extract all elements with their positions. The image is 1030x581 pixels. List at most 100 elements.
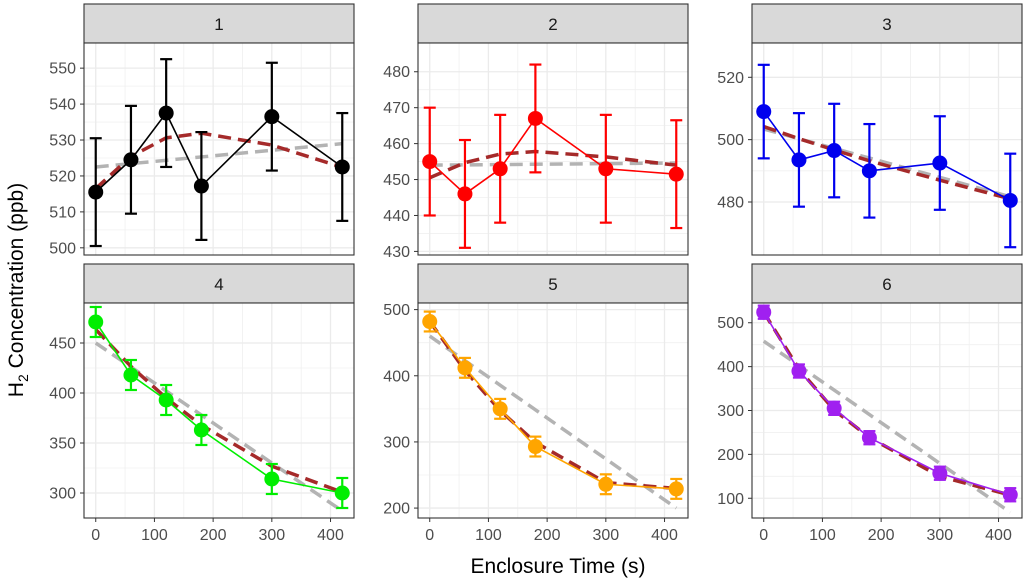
x-axis-title: Enclosure Time (s) <box>470 555 645 578</box>
y-tick-label: 520 <box>717 70 744 87</box>
data-line <box>429 321 677 490</box>
data-point <box>527 110 543 126</box>
panel-1: 1 500 510 520 530 540 550 <box>49 3 355 257</box>
panel-strip <box>83 3 355 44</box>
x-tick-label: 100 <box>809 527 836 544</box>
data-point <box>193 422 209 438</box>
data-line <box>95 321 343 494</box>
y-axis-title: H2 Concentration (ppb) <box>5 183 31 397</box>
y-tick-label: 200 <box>717 447 744 464</box>
data-point <box>756 304 772 320</box>
y-tick-label: 510 <box>49 204 76 221</box>
panel-strip-label: 3 <box>882 15 891 34</box>
data-point <box>264 471 280 487</box>
data-point <box>457 360 473 376</box>
x-tick-label: 300 <box>258 527 285 544</box>
x-tick-label: 300 <box>592 527 619 544</box>
panel-3: 3 480 500 520 <box>717 3 1023 256</box>
y-tick-label: 440 <box>383 208 410 225</box>
data-point <box>492 161 508 177</box>
panel-2: 2 430 440 450 460 470 480 <box>383 3 689 261</box>
x-tick-label: 400 <box>317 527 344 544</box>
panel-background <box>418 303 688 518</box>
panel-background <box>84 43 354 255</box>
data-point <box>158 105 174 121</box>
x-tick-label: 0 <box>425 527 434 544</box>
panel-strip <box>417 3 689 44</box>
linear-fit-line <box>429 161 677 167</box>
y-tick-label: 460 <box>383 136 410 153</box>
data-point <box>668 166 684 182</box>
data-point <box>492 401 508 417</box>
y-tick-label: 500 <box>49 240 76 257</box>
y-tick-label: 100 <box>717 491 744 508</box>
panel-border <box>83 302 355 519</box>
x-tick-label: 0 <box>91 527 100 544</box>
data-point <box>1002 487 1018 503</box>
data-point <box>422 314 438 330</box>
y-axis-title-prefix: H <box>5 382 28 397</box>
y-tick-label: 500 <box>383 302 410 319</box>
y-tick-label: 450 <box>383 172 410 189</box>
data-point <box>932 465 948 481</box>
panel-border <box>417 302 689 519</box>
data-point <box>457 186 473 202</box>
data-point <box>668 481 684 497</box>
y-tick-label: 500 <box>717 132 744 149</box>
y-tick-label: 470 <box>383 100 410 117</box>
data-point <box>598 476 614 492</box>
y-tick-label: 550 <box>49 61 76 78</box>
data-point <box>791 152 807 168</box>
quadratic-fit-line <box>429 149 677 180</box>
panel-6: 6 100 200 300 400 500 0 100 200 300 400 <box>717 263 1023 544</box>
data-point <box>193 178 209 194</box>
y-tick-label: 430 <box>383 244 410 261</box>
y-tick-label: 520 <box>49 168 76 185</box>
data-point <box>422 154 438 170</box>
panel-5: 5 200 300 400 500 0 100 200 300 400 <box>383 263 689 544</box>
panel-strip <box>417 263 689 304</box>
y-tick-label: 500 <box>717 315 744 332</box>
panel-strip-label: 1 <box>214 15 223 34</box>
data-point <box>861 163 877 179</box>
data-point <box>791 363 807 379</box>
y-tick-label: 480 <box>717 195 744 212</box>
data-point <box>932 155 948 171</box>
panel-strip <box>83 263 355 304</box>
data-point <box>334 159 350 175</box>
data-point <box>756 104 772 120</box>
x-tick-label: 200 <box>534 527 561 544</box>
data-point <box>598 161 614 177</box>
data-point <box>861 430 877 446</box>
x-tick-label: 400 <box>651 527 678 544</box>
data-line <box>763 111 1011 202</box>
data-point <box>334 485 350 501</box>
panel-strip-label: 6 <box>882 275 891 294</box>
panel-strip <box>751 3 1023 44</box>
data-point <box>826 143 842 159</box>
x-tick-label: 300 <box>926 527 953 544</box>
y-axis-title-suffix: Concentration (ppb) <box>5 183 28 374</box>
y-tick-label: 400 <box>49 386 76 403</box>
quadratic-fit-line <box>763 124 1011 201</box>
x-tick-label: 200 <box>868 527 895 544</box>
y-tick-label: 300 <box>49 486 76 503</box>
data-line <box>429 117 677 195</box>
data-point <box>826 400 842 416</box>
x-tick-label: 200 <box>200 527 227 544</box>
y-tick-label: 450 <box>49 336 76 353</box>
y-tick-label: 350 <box>49 436 76 453</box>
quadratic-fit-line <box>428 320 677 491</box>
panel-background <box>84 303 354 518</box>
y-tick-label: 300 <box>717 403 744 420</box>
data-line <box>95 111 343 193</box>
data-point <box>123 152 139 168</box>
data-point <box>88 314 104 330</box>
panel-strip <box>751 263 1023 304</box>
data-point <box>123 367 139 383</box>
panel-background <box>752 43 1022 255</box>
data-point <box>264 109 280 125</box>
x-tick-label: 0 <box>759 527 768 544</box>
data-point <box>158 392 174 408</box>
